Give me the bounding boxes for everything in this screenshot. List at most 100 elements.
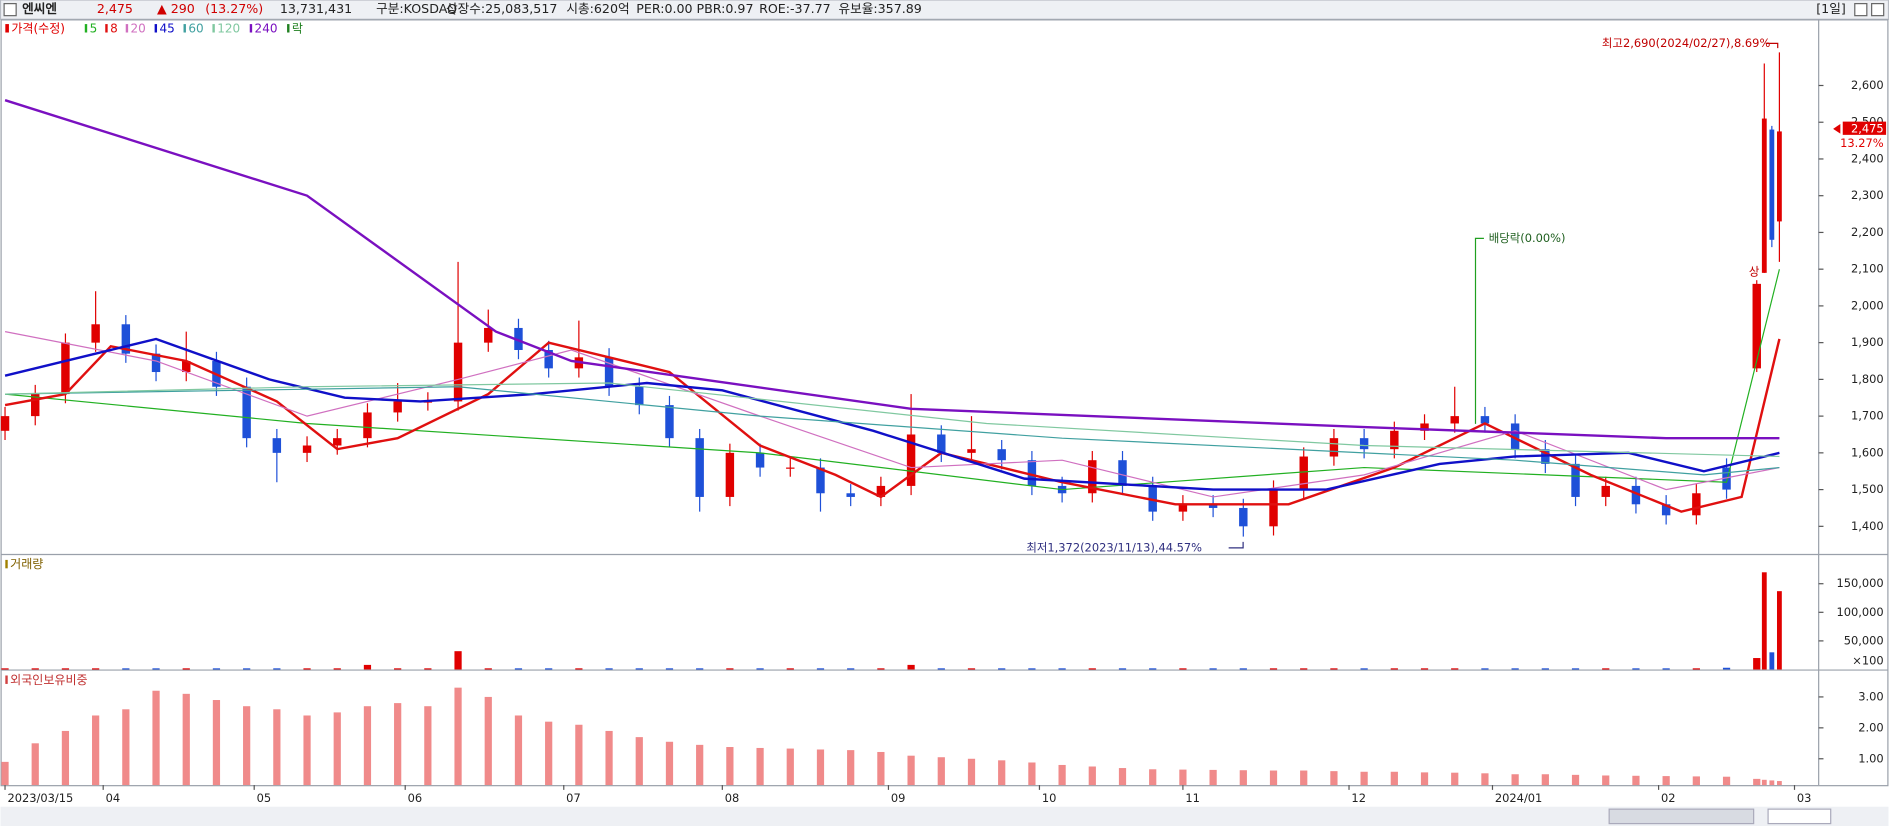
legend-swatch <box>5 24 9 33</box>
candle-body <box>1571 463 1580 497</box>
legend-entry: 8 <box>110 21 118 35</box>
panel-swatch <box>5 675 8 684</box>
candle-body <box>1450 416 1459 424</box>
bar <box>484 668 492 670</box>
legend-swatch <box>125 24 129 33</box>
bar <box>1300 770 1308 786</box>
candle-body <box>31 394 40 417</box>
bar <box>1511 668 1519 670</box>
bar <box>484 696 492 786</box>
candle-body <box>151 353 161 373</box>
candle-body <box>1329 438 1339 457</box>
bar <box>575 724 583 786</box>
bar <box>1541 668 1549 670</box>
bar <box>1058 668 1066 670</box>
bar <box>545 721 553 786</box>
bar <box>1 668 9 670</box>
bar <box>152 690 160 786</box>
period[interactable]: [1일] <box>1816 1 1846 16</box>
trade-volume: 13,731,431 <box>280 1 352 16</box>
bar <box>333 712 341 786</box>
candle-body <box>816 467 825 494</box>
bar <box>1753 778 1761 786</box>
bar <box>967 758 976 786</box>
bar <box>967 668 976 670</box>
x-tick-label: 03 <box>1797 791 1812 805</box>
header-item: 구분:KOSDAQ <box>376 1 457 16</box>
bar <box>1662 668 1670 670</box>
candle-body <box>302 445 312 453</box>
bar <box>1481 773 1489 786</box>
legend-swatch <box>287 24 290 33</box>
y-tick-label: 1,400 <box>1851 519 1884 533</box>
candle-body <box>1359 438 1369 450</box>
menu-icon[interactable] <box>3 3 17 17</box>
header-item: PER:0.00 <box>636 1 692 16</box>
bar <box>1722 776 1731 786</box>
x-tick-label: 11 <box>1185 791 1200 805</box>
bar <box>907 755 915 786</box>
y-tick-label: 1,500 <box>1851 482 1884 496</box>
bar <box>31 743 39 786</box>
bar <box>1209 668 1217 670</box>
y-tick-label: 2,000 <box>1851 298 1884 312</box>
bar <box>1722 667 1731 670</box>
x-tick-label: 2023/03/15 <box>7 791 73 805</box>
bar <box>1420 772 1429 786</box>
bar <box>756 668 764 670</box>
y-tick-label: 100,000 <box>1836 605 1883 619</box>
annotation: 배당락(0.00%) <box>1489 231 1566 245</box>
bar <box>1028 668 1036 670</box>
moving-average-line <box>5 386 1780 476</box>
bar <box>454 651 462 670</box>
candle-body <box>1601 485 1610 497</box>
stock-name: 엔씨엔 <box>22 1 57 16</box>
window-button[interactable] <box>1854 3 1868 17</box>
y-tick-label: 1,800 <box>1851 372 1884 386</box>
candle-body <box>242 386 251 439</box>
candle-body <box>1118 460 1127 486</box>
candle-body <box>121 324 131 354</box>
bar <box>1632 668 1640 670</box>
last-price-box <box>1842 121 1887 135</box>
bar <box>1776 781 1782 786</box>
bar <box>92 715 100 786</box>
y-tick-label: 150,000 <box>1836 576 1883 590</box>
candle-body <box>695 438 704 497</box>
panel-swatch <box>5 559 8 569</box>
candle-body <box>967 449 976 453</box>
bar <box>1118 668 1127 670</box>
scroll-bar[interactable] <box>0 806 1889 826</box>
bar <box>1330 668 1338 670</box>
y-tick-label: 3.00 <box>1858 689 1883 703</box>
bar <box>1088 668 1096 670</box>
header-item: 시총:620억 <box>566 1 629 16</box>
bar <box>1390 668 1398 670</box>
bar <box>696 668 704 670</box>
x-tick-label: 12 <box>1351 791 1366 805</box>
annotation-leader <box>1765 42 1779 49</box>
legend-entry: 45 <box>159 21 174 35</box>
last-price-label: 2,475 <box>1851 121 1884 135</box>
candle-body <box>1692 493 1701 516</box>
candle-body <box>665 405 674 439</box>
candle-body <box>1722 467 1731 490</box>
y-tick-label: 2,600 <box>1851 78 1884 92</box>
unit-label: ×100 <box>1852 654 1883 668</box>
candle-body <box>333 438 342 446</box>
zoom-slider[interactable] <box>1767 808 1832 825</box>
bar <box>665 741 674 786</box>
bar <box>1761 572 1767 670</box>
candle-body <box>997 449 1006 461</box>
bar <box>877 751 885 786</box>
candle-body <box>453 342 463 402</box>
candle-body <box>1480 416 1490 424</box>
bar <box>514 715 523 786</box>
bar <box>998 668 1006 670</box>
close-button[interactable] <box>1871 3 1885 17</box>
scroll-thumb[interactable] <box>1608 808 1755 825</box>
legend-title: 가격(수정) <box>11 21 65 35</box>
candle-body <box>1776 131 1782 222</box>
